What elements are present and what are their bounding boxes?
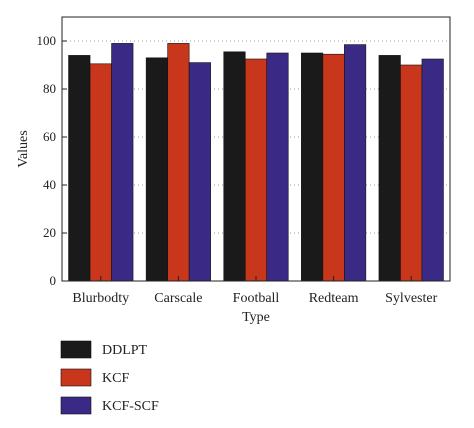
legend: DDLPT KCF KCF-SCF <box>60 340 159 415</box>
bar-ddlpt-sylvester <box>378 55 401 282</box>
bar-kcf-redteam <box>322 53 345 282</box>
bar-kcf-scf-blurbodty <box>111 43 134 282</box>
bar-ddlpt-football <box>223 51 246 282</box>
legend-label: KCF-SCF <box>102 399 159 414</box>
x-axis-label: Type <box>242 310 270 325</box>
legend-label: DDLPT <box>102 343 148 358</box>
bar-kcf-scf-redteam <box>344 44 367 282</box>
bar-kcf-scf-carscale <box>188 62 211 282</box>
y-axis-ticks: 0 20 40 60 80 100 <box>37 33 67 288</box>
bar-kcf-sylvester <box>400 64 423 282</box>
bar-kcf-football <box>244 58 268 282</box>
legend-swatch-kcf <box>60 368 92 387</box>
legend-label: KCF <box>102 371 129 386</box>
bar-kcf-scf-football <box>266 52 289 282</box>
x-axis-ticks: Blurbodty Carscale Football Redteam Sylveste… <box>72 276 438 306</box>
bar-kcf-scf-sylvester <box>421 58 444 282</box>
bars <box>68 43 444 282</box>
x-tick-label: Football <box>233 291 280 306</box>
y-tick-label: 0 <box>50 273 57 288</box>
bar-ddlpt-carscale <box>145 57 168 282</box>
y-tick-label: 60 <box>43 129 56 144</box>
x-tick-label: Carscale <box>154 291 202 306</box>
y-tick-label: 80 <box>43 81 56 96</box>
bar-ddlpt-blurbodty <box>68 55 91 282</box>
bar-kcf-blurbodty <box>89 63 112 282</box>
y-tick-label: 100 <box>37 33 57 48</box>
y-tick-label: 40 <box>43 177 56 192</box>
y-tick-label: 20 <box>43 225 56 240</box>
y-axis-label: Values <box>16 130 31 167</box>
bar-kcf-carscale <box>167 43 190 282</box>
x-tick-label: Blurbodty <box>72 291 129 306</box>
legend-swatch-ddlpt <box>60 340 92 359</box>
bar-ddlpt-redteam <box>301 52 324 282</box>
x-tick-label: Sylvester <box>385 291 437 306</box>
x-tick-label: Redteam <box>309 291 359 306</box>
legend-swatch-kcf-scf <box>60 396 92 415</box>
